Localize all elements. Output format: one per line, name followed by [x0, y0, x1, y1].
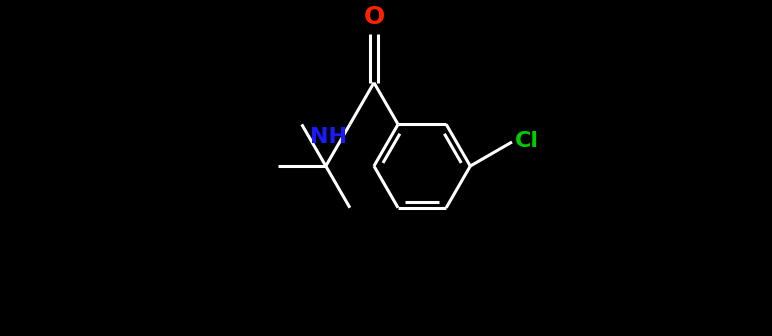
Text: Cl: Cl — [514, 131, 538, 151]
Text: NH: NH — [310, 127, 347, 147]
Text: O: O — [364, 5, 384, 29]
